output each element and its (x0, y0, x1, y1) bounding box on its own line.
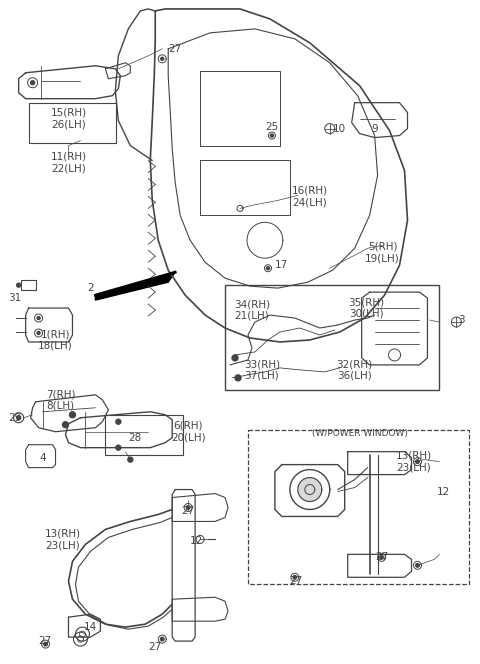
Polygon shape (380, 556, 384, 559)
Text: 13(RH)
23(LH): 13(RH) 23(LH) (45, 529, 81, 550)
Bar (225, 285, 439, 390)
Text: 11(RH)
22(LH): 11(RH) 22(LH) (50, 151, 86, 173)
Text: 33(RH)
37(LH): 33(RH) 37(LH) (244, 359, 280, 380)
Text: 31: 31 (8, 293, 21, 303)
Polygon shape (293, 576, 297, 579)
Polygon shape (270, 134, 274, 137)
Polygon shape (232, 355, 238, 361)
Bar (29, 103, 116, 143)
Text: 5(RH)
19(LH): 5(RH) 19(LH) (365, 242, 400, 263)
Text: 14: 14 (84, 622, 97, 632)
Text: 12: 12 (190, 537, 203, 546)
Polygon shape (37, 317, 40, 319)
Text: (W/POWER WINDOW): (W/POWER WINDOW) (312, 429, 408, 438)
Polygon shape (116, 419, 121, 424)
Text: 3: 3 (458, 315, 465, 325)
Text: 16(RH)
24(LH): 16(RH) 24(LH) (292, 186, 328, 207)
Text: 27: 27 (149, 642, 162, 652)
Text: 1(RH)
18(LH): 1(RH) 18(LH) (38, 329, 73, 351)
Polygon shape (70, 412, 75, 418)
Text: 29: 29 (8, 413, 21, 423)
Bar (106, 415, 183, 455)
Polygon shape (298, 477, 322, 501)
Text: 32(RH)
36(LH): 32(RH) 36(LH) (336, 359, 373, 380)
Text: 27: 27 (181, 507, 195, 517)
Polygon shape (416, 564, 419, 567)
Polygon shape (17, 416, 21, 420)
Text: 10: 10 (333, 124, 346, 133)
Polygon shape (37, 331, 40, 335)
Text: 13(RH)
23(LH): 13(RH) 23(LH) (396, 451, 432, 472)
Polygon shape (44, 642, 48, 646)
Bar (248, 430, 469, 584)
Text: 6(RH)
20(LH): 6(RH) 20(LH) (171, 421, 205, 442)
Text: 12: 12 (437, 487, 450, 497)
Text: 27: 27 (289, 576, 302, 586)
Text: 27: 27 (38, 636, 51, 646)
Text: 27: 27 (375, 552, 388, 562)
Text: 15(RH)
26(LH): 15(RH) 26(LH) (50, 108, 86, 129)
Polygon shape (96, 272, 175, 300)
Polygon shape (416, 460, 419, 463)
Text: 4: 4 (39, 453, 46, 463)
Polygon shape (266, 267, 269, 270)
Text: 28: 28 (129, 433, 142, 443)
Polygon shape (235, 375, 241, 381)
Text: 34(RH)
21(LH): 34(RH) 21(LH) (234, 299, 270, 321)
Polygon shape (31, 81, 35, 85)
Polygon shape (161, 57, 164, 60)
Polygon shape (160, 637, 164, 641)
Text: 17: 17 (275, 260, 288, 270)
Polygon shape (128, 457, 133, 462)
Polygon shape (186, 506, 190, 509)
Text: 7(RH)
8(LH): 7(RH) 8(LH) (46, 389, 75, 410)
Polygon shape (17, 283, 21, 287)
Polygon shape (62, 422, 69, 428)
Text: 27: 27 (168, 44, 182, 54)
Text: 2: 2 (87, 283, 94, 293)
Polygon shape (116, 445, 121, 450)
Text: 25: 25 (265, 122, 278, 131)
Text: 9: 9 (372, 124, 378, 133)
Text: 35(RH)
30(LH): 35(RH) 30(LH) (348, 297, 384, 319)
